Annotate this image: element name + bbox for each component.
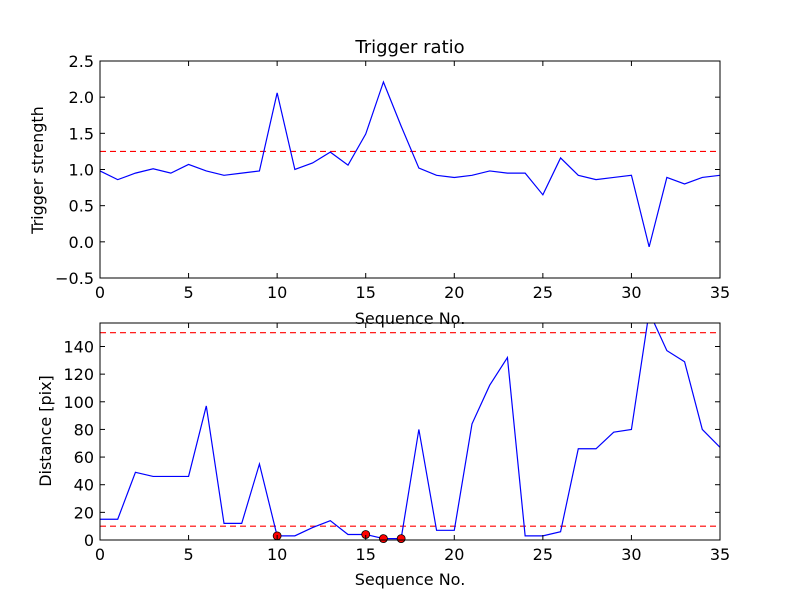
x-tick-label: 20	[444, 283, 464, 302]
y-tick-label: 60	[74, 448, 94, 467]
plot-area: 0 5 10 15 20 25 30 35 0 20 40 60 80 100 120 140	[63, 322, 730, 564]
y-tick-label: −0.5	[55, 269, 94, 288]
x-tick-label: 30	[621, 545, 641, 564]
trigger-ratio-chart: Trigger ratio 0 5 10 15 20 25 30 35 −0.5 0.0 0.5 1.…	[28, 37, 730, 328]
y-axis-label: Distance [pix]	[36, 375, 55, 487]
x-tick-label: 5	[183, 283, 193, 302]
axes-frame	[99, 322, 721, 541]
chart-title: Trigger ratio	[354, 37, 464, 58]
y-tick-label: 2.0	[69, 88, 94, 107]
plot-content	[100, 80, 720, 248]
y-axis-label: Trigger strength	[28, 106, 47, 235]
y-tick-label: 0	[84, 531, 94, 550]
y-tick-label: 1.0	[69, 161, 94, 180]
highlight-marker	[396, 534, 406, 544]
x-tick-label: 10	[267, 545, 287, 564]
distance-chart: 0 5 10 15 20 25 30 35 0 20 40 60 80 100 120 140 Sequenc…	[36, 322, 730, 589]
y-tick-label: 100	[63, 393, 94, 412]
y-tick-label: 80	[74, 420, 94, 439]
x-tick-label: 15	[356, 545, 376, 564]
plot-content	[100, 323, 720, 540]
x-tick-label: 25	[533, 545, 553, 564]
y-tick-label: 40	[74, 476, 94, 495]
series-line	[100, 80, 720, 248]
x-tick-label: 30	[621, 283, 641, 302]
x-axis-label: Sequence No.	[355, 309, 466, 328]
y-tick-label: 20	[74, 503, 94, 522]
y-tick-label: 120	[63, 365, 94, 384]
y-tick-label: 1.5	[69, 124, 94, 143]
highlight-marker	[379, 534, 388, 544]
y-tick-label: 0.5	[69, 197, 94, 216]
x-tick-label: 35	[710, 545, 730, 564]
x-tick-label: 35	[710, 283, 730, 302]
x-tick-label: 0	[95, 545, 105, 564]
y-tick-label: 140	[63, 337, 94, 356]
x-tick-label: 5	[183, 545, 193, 564]
x-tick-label: 25	[533, 283, 553, 302]
y-tick-label: 0.0	[69, 233, 94, 252]
x-tick-label: 15	[356, 283, 376, 302]
x-tick-label: 10	[267, 283, 287, 302]
x-axis-label: Sequence No.	[355, 570, 466, 589]
x-tick-label: 20	[444, 545, 464, 564]
y-tick-label: 2.5	[69, 52, 94, 71]
plot-area: 0 5 10 15 20 25 30 35 −0.5 0.0 0.5 1.0 1.5 2.0 2.5	[55, 52, 730, 302]
series-line	[100, 323, 720, 540]
x-tick-label: 0	[95, 283, 105, 302]
